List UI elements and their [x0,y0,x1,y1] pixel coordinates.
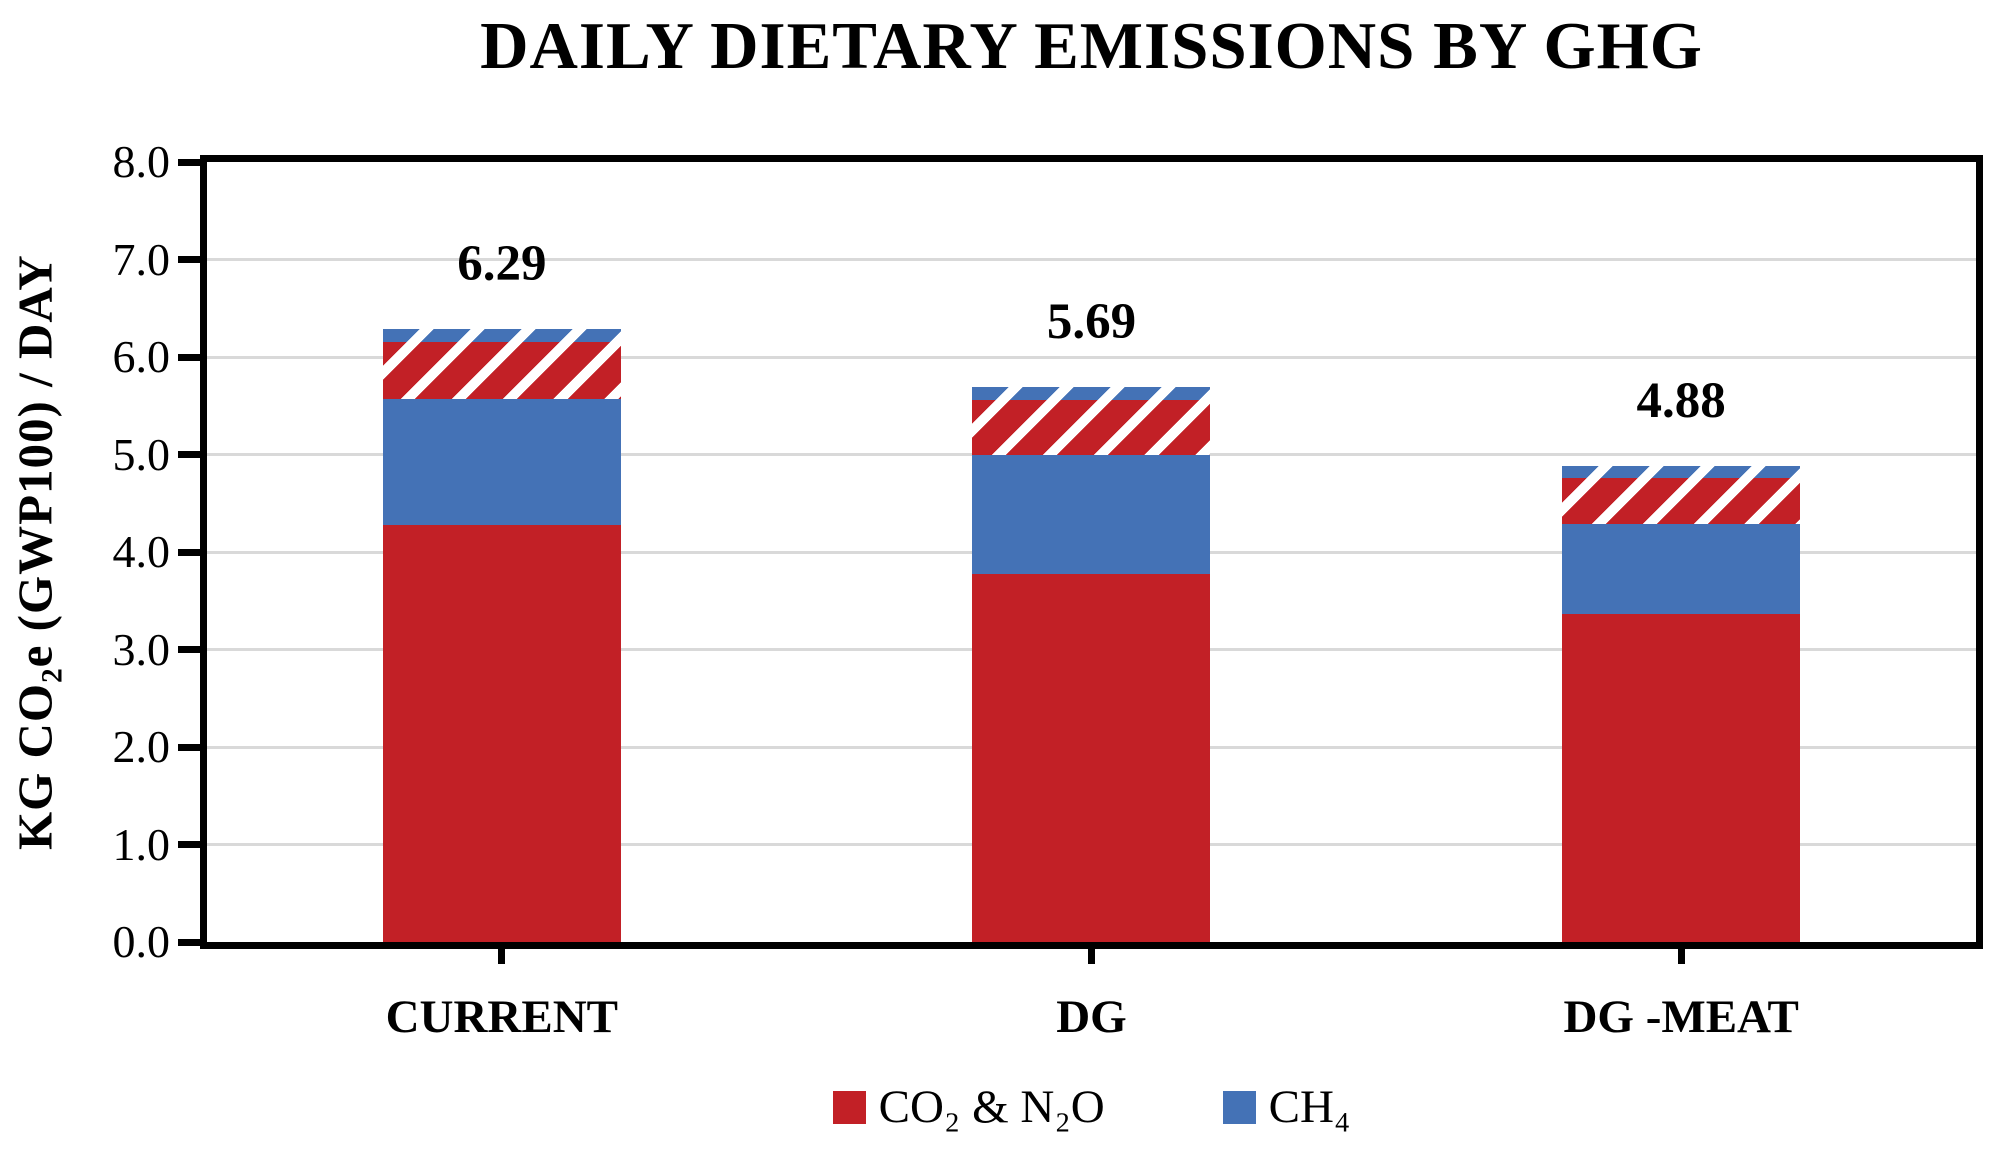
hatched-segment-group [382,328,621,400]
y-axis-tick [178,256,200,263]
segment-ch4 [972,454,1211,575]
bar-total-label: 6.29 [457,235,547,292]
segment-co2-n2o [1562,614,1801,942]
y-axis-tick-label: 3.0 [112,623,171,675]
bar-dg-meat [1562,466,1801,942]
category-slot-current: 6.29 [207,162,797,942]
y-axis-tick [178,938,200,946]
x-axis-tick [1677,949,1685,964]
legend-swatch-ch4 [1222,1090,1256,1124]
gridline [207,258,1976,261]
plot-area: 6.29 5.69 4.88 [200,155,1983,949]
legend-item-co2-n2o: CO₂ & N₂O [832,1080,1105,1134]
legend-label-ch4: CH₄ [1268,1081,1351,1133]
y-axis-tick [178,841,200,848]
segment-co2-n2o-hatched [382,342,621,399]
y-axis-tick [178,451,200,458]
x-axis-label-current: CURRENT [385,991,619,1043]
y-axis-tick-label: 1.0 [112,818,171,870]
legend-label-co2-n2o: CO₂ & N₂O [878,1081,1105,1133]
segment-ch4-hatched [382,328,621,343]
x-axis-tick [498,949,506,964]
y-axis-tick-label: 7.0 [112,233,171,285]
y-axis-tick [178,548,200,556]
bar-dg [972,387,1211,942]
y-axis-tick-label: 8.0 [112,136,171,187]
legend: CO₂ & N₂O CH₄ [207,1072,1976,1142]
y-axis-tick-label: 5.0 [112,428,171,480]
gridline [207,355,1976,359]
x-axis-tick [1088,949,1095,964]
y-axis-tick-label: 0.0 [112,916,171,967]
segment-co2-n2o [972,574,1211,942]
bar-total-label: 4.88 [1636,373,1726,430]
segment-ch4 [382,398,621,525]
y-axis-tick [178,743,200,751]
segment-ch4-hatched [1562,466,1801,478]
bar-total-label: 5.69 [1046,294,1137,351]
segment-ch4 [1562,523,1801,615]
x-axis-label-dg-meat: DG -MEAT [1563,991,1799,1043]
legend-swatch-co2-n2o [832,1090,866,1124]
chart-title: DAILY DIETARY EMISSIONS BY GHG [480,9,1703,83]
segment-co2-n2o [382,524,621,942]
segment-co2-n2o-hatched [1562,477,1801,524]
legend-item-ch4: CH₄ [1222,1080,1351,1134]
bar-current [382,328,621,942]
y-axis-tick [178,353,200,361]
y-axis-tick-label: 2.0 [112,721,171,772]
y-axis-tick-label: 4.0 [112,526,171,577]
y-axis-tick [178,158,200,166]
category-slot-dg-meat: 4.88 [1386,162,1976,942]
segment-co2-n2o-hatched [972,399,1211,455]
y-axis-tick-label: 6.0 [112,331,171,382]
category-slot-dg: 5.69 [797,162,1387,942]
x-axis-label-dg: DG [1056,991,1127,1043]
hatched-segment-group [1562,466,1801,524]
hatched-segment-group [972,387,1211,455]
y-axis-tick [178,646,200,653]
segment-ch4-hatched [972,387,1211,400]
